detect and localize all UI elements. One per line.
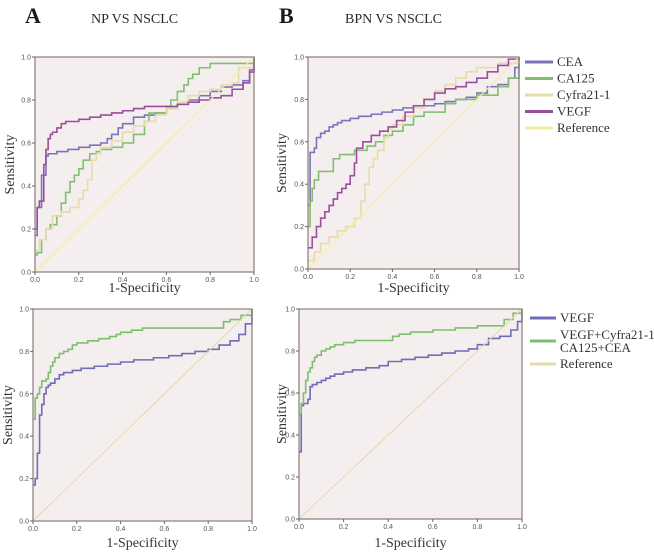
y-tick-label: 0.6 [294, 139, 304, 146]
x-tick-label: 0.0 [30, 277, 40, 284]
legend-label-line2: CA125+CEA [560, 340, 632, 355]
y-tick-label: 0.8 [285, 349, 295, 356]
y-tick-label: 0.2 [294, 224, 304, 231]
series-line-reference [32, 308, 253, 522]
series-line-vegf [308, 57, 520, 249]
y-tick-label: 0.8 [294, 97, 304, 104]
y-tick-label: 0.4 [21, 184, 31, 191]
series-line-vegf-cyfra21-1-ca125-cea [33, 309, 253, 421]
x-tick-label: 0.8 [472, 274, 482, 281]
series-line-cea [308, 57, 520, 207]
x-tick-label: 0.0 [28, 526, 38, 533]
series-line-vegf [299, 309, 523, 453]
legend-label: Reference [557, 120, 610, 135]
series-line-reference [298, 308, 523, 520]
y-tick-label: 0.4 [294, 182, 304, 189]
series-line-vegf [35, 57, 255, 230]
y-tick-label: 0.2 [21, 227, 31, 234]
legend-label: Reference [560, 356, 613, 371]
plot-frame [307, 56, 520, 270]
y-axis-title: Sensitivity [1, 385, 16, 445]
x-tick-label: 0.2 [72, 526, 82, 533]
x-axis-title: 1-Specificity [106, 536, 178, 551]
chart-B-bottom: 0.0 0.2 0.4 0.6 0.8 1.0 0.0 0.2 0.4 0.6 0.8 1.0 1-Sp… [275, 307, 654, 552]
x-tick-label: 0.4 [383, 524, 393, 531]
y-tick-label: 0.2 [19, 476, 29, 483]
y-tick-label: 1.0 [21, 55, 31, 62]
x-tick-label: 1.0 [514, 274, 524, 281]
x-axis-title: 1-Specificity [108, 281, 180, 296]
y-tick-label: 0.4 [19, 434, 29, 441]
x-axis-title: 1-Specificity [377, 281, 449, 296]
x-tick-label: 0.2 [74, 277, 84, 284]
x-tick-label: 1.0 [247, 526, 257, 533]
x-tick-label: 1.0 [517, 524, 527, 531]
plot-frame [34, 56, 255, 273]
series-line-cyfra21-1 [308, 57, 520, 262]
x-tick-label: 0.6 [428, 524, 438, 531]
x-tick-label: 0.6 [162, 277, 172, 284]
x-tick-label: 0.0 [303, 274, 313, 281]
x-tick-label: 0.4 [388, 274, 398, 281]
y-tick-label: 0.0 [294, 267, 304, 274]
y-tick-label: 0.0 [19, 519, 29, 526]
legend-label: VEGF [560, 310, 594, 325]
legend-label: VEGF [557, 104, 591, 119]
y-tick-label: 0.8 [21, 98, 31, 105]
plot-frame [32, 308, 253, 522]
x-tick-label: 1.0 [249, 277, 259, 284]
legend-label: VEGF+Cyfra21-1+ [560, 327, 654, 342]
panel-title-b: BPN VS NSCLC [345, 12, 443, 27]
x-tick-label: 0.2 [345, 274, 355, 281]
plot-frame [298, 308, 523, 520]
y-tick-label: 0.0 [285, 517, 295, 524]
x-tick-label: 0.0 [294, 524, 304, 531]
legend-label: Cyfra21-1 [557, 87, 610, 102]
y-tick-label: 0.0 [21, 270, 31, 277]
x-tick-label: 0.8 [473, 524, 483, 531]
series-line-reference [307, 56, 520, 270]
series-line-ca125 [35, 57, 255, 256]
y-tick-label: 1.0 [285, 307, 295, 314]
x-tick-label: 0.4 [116, 526, 126, 533]
x-tick-label: 0.2 [339, 524, 349, 531]
series-line-cyfra21-1 [35, 57, 255, 252]
chart-A-bottom: 0.0 0.2 0.4 0.6 0.8 1.0 0.0 0.2 0.4 0.6 0.8 1.0 1-Sp… [1, 307, 257, 552]
series-line-vegf-cyfra21-1-ca125-cea [299, 309, 523, 415]
y-tick-label: 0.4 [285, 433, 295, 440]
y-axis-title: Sensitivity [3, 135, 18, 195]
panel-title-a: NP VS NSCLC [91, 12, 179, 27]
y-tick-label: 0.8 [19, 349, 29, 356]
y-axis-title: Sensitivity [275, 384, 290, 444]
legend-label: CA125 [557, 71, 595, 86]
y-tick-label: 1.0 [294, 55, 304, 62]
chart-A-top: 0.0 0.2 0.4 0.6 0.8 1.0 0.0 0.2 0.4 0.6 0.8 1.0 1-Sp… [3, 55, 259, 297]
y-tick-label: 1.0 [19, 307, 29, 314]
legend-label: CEA [557, 54, 584, 69]
x-tick-label: 0.4 [118, 277, 128, 284]
y-tick-label: 0.2 [285, 475, 295, 482]
panel-letter-a: A [25, 3, 41, 28]
x-tick-label: 0.8 [203, 526, 213, 533]
x-axis-title: 1-Specificity [374, 536, 446, 551]
chart-B-top: 0.0 0.2 0.4 0.6 0.8 1.0 0.0 0.2 0.4 0.6 0.8 1.0 1-Sp… [275, 54, 610, 296]
y-tick-label: 0.6 [21, 141, 31, 148]
x-tick-label: 0.6 [160, 526, 170, 533]
y-axis-title: Sensitivity [275, 133, 290, 193]
x-tick-label: 0.6 [430, 274, 440, 281]
panel-letter-b: B [279, 3, 294, 28]
x-tick-label: 0.8 [205, 277, 215, 284]
series-line-vegf [33, 309, 253, 486]
y-tick-label: 0.6 [19, 391, 29, 398]
y-tick-label: 0.6 [285, 391, 295, 398]
series-line-reference [34, 56, 255, 273]
